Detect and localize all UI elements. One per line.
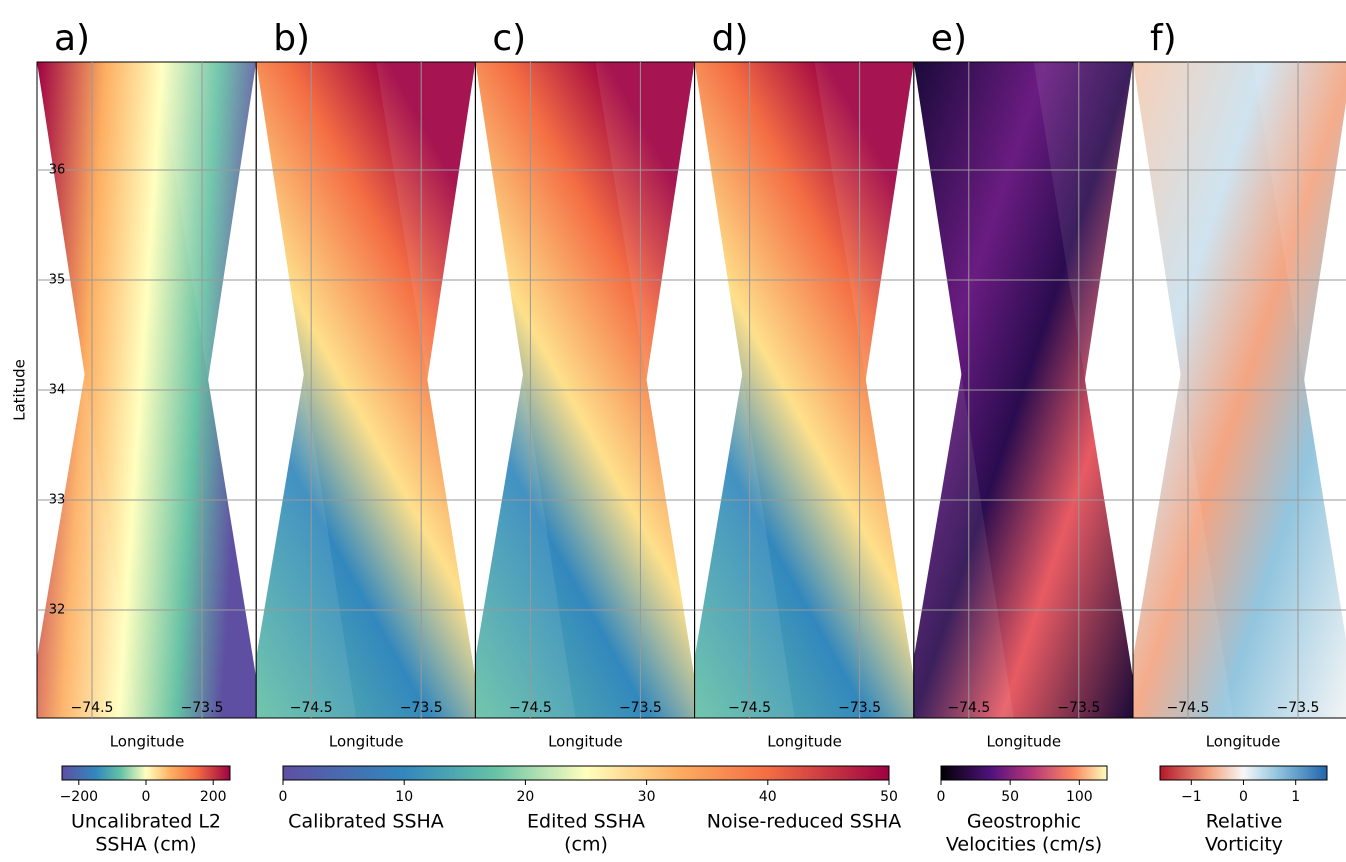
colorbar-tick-label: 0 [937, 789, 946, 805]
lat-tick-label: 35 [49, 273, 66, 288]
lat-tick-label: 33 [49, 493, 66, 508]
lon-tick-label: −74.5 [290, 700, 333, 716]
panel-label: b) [273, 18, 310, 59]
colorbar-tick-label: 50 [1001, 789, 1019, 805]
x-axis-label: Longitude [767, 733, 842, 751]
lon-tick-label: −73.5 [619, 700, 662, 716]
map-panel: −74.5 −73.5 b) Longitude [255, 18, 476, 751]
colorbar-label: Geostrophic [967, 811, 1081, 833]
colorbar-tick-label: 30 [638, 789, 656, 805]
lon-tick-label: −74.5 [947, 700, 990, 716]
lat-tick-label: 32 [49, 603, 66, 618]
colorbar [61, 765, 231, 781]
lon-tick-label: −74.5 [509, 700, 552, 716]
map-panel: −74.5 −73.5 c) Longitude [474, 18, 696, 751]
colorbar-label: Edited SSHA [527, 811, 645, 833]
lat-tick-label: 34 [49, 383, 66, 398]
lat-tick-label: 36 [49, 163, 66, 178]
colorbar-tick-label: 40 [759, 789, 777, 805]
panel-label: e) [931, 18, 967, 59]
x-axis-label: Longitude [329, 733, 404, 751]
colorbar-label: SSHA (cm) [95, 834, 196, 856]
x-axis-label: Longitude [548, 733, 623, 751]
colorbar-tick-label: −1 [1181, 789, 1202, 805]
lon-tick-label: −73.5 [1277, 700, 1320, 716]
colorbar-tick-label: 20 [516, 789, 534, 805]
colorbar-label: (cm) [564, 834, 608, 856]
lon-tick-label: −73.5 [400, 700, 443, 716]
colorbar-tick-label: 1 [1291, 789, 1300, 805]
colorbar-label: Calibrated SSHA [288, 811, 444, 833]
map-panel: −74.5 −73.5 f) Longitude [1132, 18, 1346, 751]
panel-label: a) [54, 18, 90, 59]
x-axis-label: Longitude [110, 733, 185, 751]
colorbar-tick-label: 0 [1239, 789, 1248, 805]
panel-label: f) [1150, 18, 1177, 59]
y-axis-label: Latitude [11, 359, 29, 421]
lon-tick-label: −73.5 [181, 700, 224, 716]
x-axis-label: Longitude [1206, 733, 1281, 751]
panel-label: c) [492, 18, 526, 59]
colorbar-tick-label: −200 [60, 789, 98, 805]
map-panel: 36 35 34 33 32 −74.5 −73.5 a) Longitude [36, 18, 257, 751]
colorbar-tick-label: 10 [395, 789, 413, 805]
colorbar-tick-label: 50 [880, 789, 898, 805]
colorbar-label: Vorticity [1205, 834, 1283, 856]
lon-tick-label: −74.5 [1167, 700, 1210, 716]
colorbar-tick-label: 0 [279, 789, 288, 805]
lon-tick-label: −73.5 [838, 700, 881, 716]
colorbar-tick-label: 200 [200, 789, 227, 805]
lon-tick-label: −73.5 [1057, 700, 1100, 716]
x-axis-label: Longitude [986, 733, 1061, 751]
map-panel: −74.5 −73.5 d) Longitude [694, 18, 915, 751]
colorbar-tick-label: 100 [1066, 789, 1093, 805]
colorbar-label: Velocities (cm/s) [946, 834, 1102, 856]
colorbar-label: Relative [1206, 811, 1283, 833]
lon-tick-label: −74.5 [71, 700, 114, 716]
colorbar-label: Uncalibrated L2 [71, 811, 221, 833]
colorbar [1159, 765, 1328, 781]
colorbar-label: Noise-reduced SSHA [707, 811, 901, 833]
lon-tick-label: −74.5 [728, 700, 771, 716]
map-panel: −74.5 −73.5 e) Longitude [913, 18, 1134, 751]
colorbar-tick-label: 0 [142, 789, 151, 805]
colorbar [282, 765, 890, 781]
colorbar [940, 765, 1108, 781]
panel-label: d) [712, 18, 749, 59]
